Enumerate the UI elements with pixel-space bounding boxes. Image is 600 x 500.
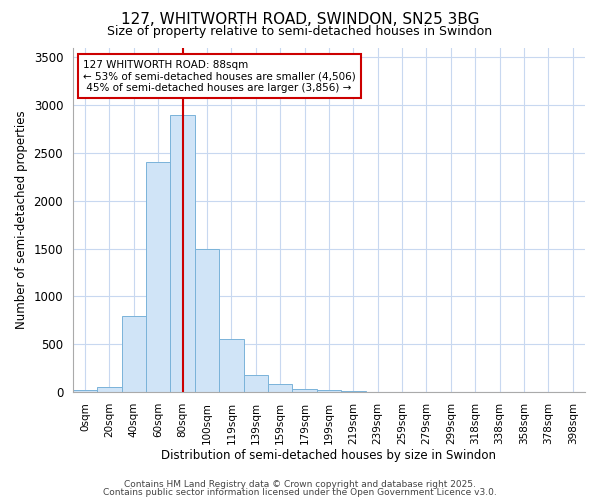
Bar xyxy=(146,162,170,392)
Bar xyxy=(244,376,268,392)
X-axis label: Distribution of semi-detached houses by size in Swindon: Distribution of semi-detached houses by … xyxy=(161,450,496,462)
Text: Contains public sector information licensed under the Open Government Licence v3: Contains public sector information licen… xyxy=(103,488,497,497)
Text: 127, WHITWORTH ROAD, SWINDON, SN25 3BG: 127, WHITWORTH ROAD, SWINDON, SN25 3BG xyxy=(121,12,479,28)
Bar xyxy=(73,390,97,392)
Text: Size of property relative to semi-detached houses in Swindon: Size of property relative to semi-detach… xyxy=(107,25,493,38)
Bar xyxy=(195,248,219,392)
Text: 127 WHITWORTH ROAD: 88sqm
← 53% of semi-detached houses are smaller (4,506)
 45%: 127 WHITWORTH ROAD: 88sqm ← 53% of semi-… xyxy=(83,60,356,93)
Bar xyxy=(341,391,365,392)
Y-axis label: Number of semi-detached properties: Number of semi-detached properties xyxy=(15,110,28,329)
Bar xyxy=(268,384,292,392)
Bar xyxy=(122,316,146,392)
Bar xyxy=(219,340,244,392)
Bar xyxy=(170,114,195,392)
Bar xyxy=(292,388,317,392)
Bar xyxy=(97,388,122,392)
Text: Contains HM Land Registry data © Crown copyright and database right 2025.: Contains HM Land Registry data © Crown c… xyxy=(124,480,476,489)
Bar xyxy=(317,390,341,392)
